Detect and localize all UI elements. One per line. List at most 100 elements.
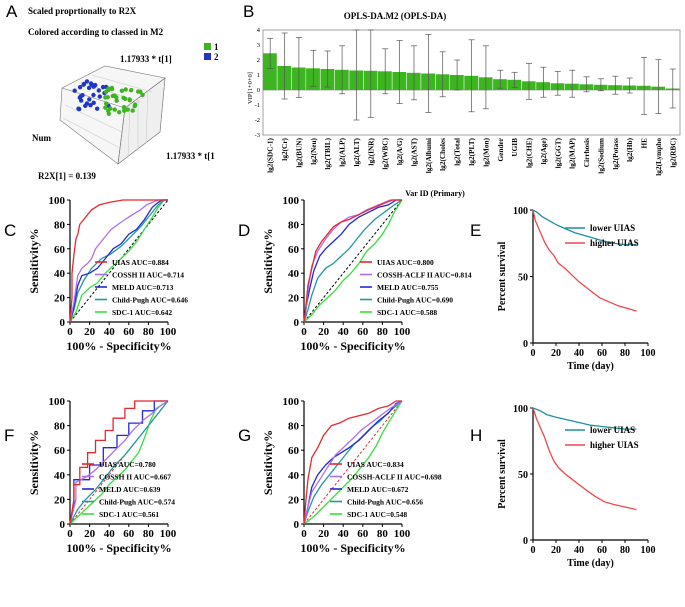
series-line-sdc-1 <box>303 400 403 525</box>
y-tick-label: 0 <box>523 339 528 350</box>
score-point-class-1 <box>129 88 134 93</box>
y-tick-label: 60 <box>54 244 66 256</box>
series-line-meld <box>69 199 168 323</box>
x-tick-label: 40 <box>104 326 116 338</box>
vip-category-label: lg2(WBC) <box>381 137 390 169</box>
series-line-higher-uias <box>532 209 637 312</box>
x-axis-label: 100% - Specificity% <box>300 541 405 555</box>
y-tick-label: 40 <box>54 470 66 482</box>
score-point-class-2 <box>78 94 83 99</box>
score-point-class-1 <box>105 95 110 100</box>
score-point-class-2 <box>76 106 81 111</box>
x-tick-label: 100 <box>160 528 177 540</box>
vip-category-label: lg2(Mon) <box>481 137 490 166</box>
score-point-class-2 <box>91 84 96 89</box>
legend-label: SDC-1 AUC=0.642 <box>112 308 172 317</box>
y-tick-label: 100 <box>49 195 66 207</box>
x-tick-label: 0 <box>67 528 73 540</box>
score-point-class-1 <box>132 102 138 107</box>
legend-label: UIAS AUC=0.834 <box>347 460 404 469</box>
vip-y-tick: -1 <box>255 102 260 109</box>
vip-category-label: lg2(MAP) <box>568 137 577 168</box>
vip-category-label: lg2(TBIL) <box>323 137 332 169</box>
legend-swatch-class-1 <box>204 43 211 50</box>
vip-bar <box>263 53 277 91</box>
x-tick-label: 20 <box>551 545 561 556</box>
score-point-class-1 <box>104 101 109 106</box>
vip-y-tick: 1 <box>257 72 260 79</box>
x-tick-label: 80 <box>143 528 155 540</box>
x-tick-label: 80 <box>377 326 389 338</box>
y-tick-label: 60 <box>54 445 66 457</box>
vip-category-label: lg2(ALT) <box>352 137 361 166</box>
x-tick-label: 20 <box>318 528 330 540</box>
y-axis-label: Percent survival <box>497 242 508 312</box>
legend-label: MELD AUC=0.639 <box>99 485 161 494</box>
series-line-cossh-aclf-ii <box>303 199 402 323</box>
legend-label: COSSH II AUC=0.714 <box>112 271 184 280</box>
score-point-class-1 <box>140 92 145 98</box>
y-tick-label: 40 <box>288 470 300 482</box>
vip-category-label: lg2(Total <box>453 138 462 166</box>
legend-label: UIAS AUC=0.780 <box>99 460 156 469</box>
series-line-lower-uias <box>532 209 637 246</box>
score-point-class-2 <box>79 98 84 103</box>
y-tick-label: 20 <box>288 293 300 305</box>
x-tick-label: 0 <box>531 348 536 359</box>
score-point-class-1 <box>109 85 115 91</box>
score-point-class-1 <box>114 95 119 100</box>
x-tick-label: 20 <box>84 528 96 540</box>
score-point-class-1 <box>123 87 128 92</box>
x-axis-label: 100% - Specificity% <box>300 339 405 353</box>
legend-label: Child-Pugh AUC=0.656 <box>347 498 423 507</box>
x-tick-label: 100 <box>394 528 411 540</box>
panel-letter-c: C <box>4 221 16 240</box>
x-tick-label: 60 <box>597 545 607 556</box>
vip-y-tick: -2 <box>255 117 260 124</box>
x-tick-label: 40 <box>338 326 350 338</box>
series-line-higher-uias <box>532 407 637 511</box>
vip-chart-title: OPLS-DA.M2 (OPLS-DA) <box>344 11 447 21</box>
axis-label-t-right: 1.17933 * t[1 <box>166 151 215 161</box>
series-line-lower-uias <box>532 407 637 430</box>
x-tick-label: 80 <box>143 326 155 338</box>
legend-label: SDC-1 AUC=0.588 <box>377 308 437 317</box>
legend-label: lower UIAS <box>590 425 635 435</box>
y-tick-label: 40 <box>54 268 66 280</box>
y-tick-label: 100 <box>283 195 300 207</box>
vip-category-label: lg2(Hb) <box>625 137 634 161</box>
y-tick-label: 0 <box>60 519 66 531</box>
series-line-child-pugh <box>69 199 168 323</box>
vip-y-tick: 4 <box>257 27 261 34</box>
score-point-class-2 <box>77 85 83 90</box>
score-point-class-2 <box>84 79 90 84</box>
y-tick-label: 60 <box>288 244 300 256</box>
y-axis-label: Percent survival <box>497 439 508 509</box>
vip-category-label: lg2(Choles <box>438 138 447 171</box>
y-tick-label: 0 <box>523 536 528 547</box>
series-line-child-pugh <box>303 400 403 525</box>
x-tick-label: 80 <box>620 348 630 359</box>
series-line-uias <box>69 199 168 323</box>
vip-y-label: VIP[1+0+0] <box>247 72 254 104</box>
y-tick-label: 100 <box>513 206 528 217</box>
panel-a-title-2: Colored according to classed in M2 <box>28 27 164 37</box>
score-point-class-2 <box>88 103 93 108</box>
vip-category-label: lg2(ALP) <box>338 137 347 166</box>
vip-y-tick: -3 <box>255 132 260 139</box>
x-axis-label: Time (day) <box>567 558 614 569</box>
score-point-class-1 <box>114 98 119 103</box>
y-tick-label: 100 <box>283 396 300 408</box>
series-line-cossh-ii <box>69 199 168 323</box>
legend-label: MELD AUC=0.672 <box>347 485 409 494</box>
axis-label-num: Num <box>32 133 52 143</box>
vip-category-label: lg2(A/G) <box>395 137 404 165</box>
y-tick-label: 50 <box>518 273 528 284</box>
x-tick-label: 0 <box>531 545 536 556</box>
vip-category-label: lg2(Albumi <box>424 138 433 173</box>
vip-category-label: UGIB <box>510 138 519 157</box>
score-point-class-2 <box>91 92 96 98</box>
x-tick-label: 100 <box>160 326 177 338</box>
